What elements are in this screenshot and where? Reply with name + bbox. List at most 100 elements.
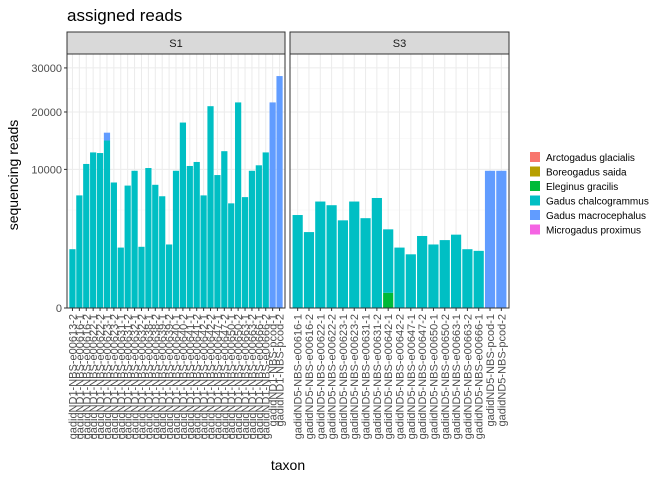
x-tick-label: gadidND1-NBS-e00650-2 — [233, 314, 245, 439]
bar-segment — [450, 234, 462, 308]
x-tick-label: gadidND1-NBS-e00663-2 — [247, 314, 259, 439]
bar-segment — [292, 215, 303, 308]
bar-segment — [152, 184, 159, 308]
bar-segment — [172, 170, 180, 308]
y-axis-title: sequencing reads — [5, 120, 21, 231]
legend-label: Eleginus gracilis — [546, 182, 618, 193]
x-tick-label: gadidND1-NBS-e00666-2 — [261, 314, 273, 439]
x-tick-label: gadidND1-NBS-e00616-2 — [81, 314, 93, 439]
bar-segment — [110, 182, 117, 308]
x-tick-label: gadidND1-NBS-e00647-2 — [219, 314, 231, 439]
bar-segment — [69, 249, 76, 308]
x-tick-label: gadidND5-NBS-e00663-2 — [462, 314, 474, 439]
legend-label: Boreogadus saida — [546, 168, 627, 179]
x-tick-label: gadidND1-NBS-e00622-2 — [95, 314, 107, 439]
bar-segment — [428, 244, 439, 308]
facet-panel: S1gadidND1-NBS-e00613-2gadidND1-NBS-e006… — [31, 31, 287, 439]
panels-group: S1gadidND1-NBS-e00613-2gadidND1-NBS-e006… — [31, 31, 510, 439]
bar-segment — [200, 195, 207, 308]
x-tick-label: gadidND5-NBS-e00642-2 — [395, 314, 407, 439]
bar-segment — [179, 122, 187, 308]
legend: Arctogadus glacialis Boreogadus saida Eleg… — [530, 152, 649, 237]
x-tick-label: gadidND1-NBS-e00623-2 — [109, 314, 121, 439]
bar-segment — [83, 163, 90, 308]
bar-segment — [235, 102, 242, 308]
x-tick-label: gadidND5-NBS-e00622-2 — [327, 314, 339, 439]
bar-segment — [228, 203, 235, 308]
y-tick-label: 0 — [56, 303, 62, 315]
bar-segment — [131, 170, 138, 308]
x-tick-label: gadidND1-NBS-e00613-2 — [67, 314, 79, 439]
x-tick-label: gadidND5-NBS-e00650-1 — [428, 314, 440, 439]
bar-segment — [462, 249, 473, 308]
x-tick-label: gadidND5-NBS-pcod-2 — [496, 314, 508, 427]
x-tick-label: gadidND1-NBS-e00666-1 — [254, 314, 266, 439]
bar-segment — [326, 205, 337, 308]
bar-segment — [214, 175, 221, 308]
bar-segment — [269, 102, 276, 308]
bar-segment — [496, 170, 507, 308]
bar-segment — [221, 151, 228, 308]
bar-segment — [248, 170, 256, 308]
facet-panel: S3 gadidND5-NBS-e00616-1 gadidND5-NBS-e006… — [289, 31, 510, 439]
y-tick-label: 30000 — [31, 63, 62, 75]
facet-strip-label: S3 — [393, 38, 406, 50]
bar-segment — [90, 152, 97, 308]
x-tick-label: gadidND1-NBS-pcod-1 — [268, 314, 280, 427]
bar-segment — [138, 246, 145, 308]
x-tick-label: gadidND1-NBS-e00641-1 — [185, 314, 197, 439]
bar-segment — [303, 232, 315, 308]
bar-segment — [96, 153, 104, 308]
bar-segment — [207, 106, 214, 308]
bar-segment — [371, 197, 382, 308]
bar-segment — [417, 235, 428, 308]
x-tick-label: gadidND1-NBS-e00641-2 — [192, 314, 204, 439]
bar-segment — [383, 292, 394, 308]
legend-swatch — [530, 210, 540, 220]
bar-segment — [360, 218, 371, 308]
x-tick-label: gadidND1-NBS-e00638-1 — [143, 314, 155, 439]
x-tick-label: gadidND1-NBS-e00647-1 — [212, 314, 224, 439]
x-tick-label: gadidND1-NBS-e00631-1 — [116, 314, 128, 439]
x-tick-label: gadidND1-NBS-e00623-1 — [102, 314, 114, 439]
bar-segment — [193, 161, 200, 308]
legend-swatch — [530, 181, 540, 191]
x-tick-label: gadidND5-NBS-e00663-1 — [451, 314, 463, 439]
bar-segment — [165, 244, 173, 308]
bar-segment — [337, 220, 349, 308]
x-tick-label: gadidND1-NBS-pcod-2 — [275, 314, 287, 427]
bar-segment — [241, 197, 249, 308]
bar-segment — [473, 250, 484, 308]
bar-segment — [186, 165, 193, 308]
x-tick-label: gadidND5-NBS-pcod-1 — [485, 314, 497, 427]
x-tick-label: gadidND5-NBS-e00631-1 — [361, 314, 373, 439]
x-tick-label: gadidND1-NBS-e00639-2 — [164, 314, 176, 439]
bar-segment — [145, 168, 152, 308]
x-tick-label: gadidND5-NBS-e00623-2 — [349, 314, 361, 439]
bar-segment — [117, 247, 124, 308]
bar-segment — [255, 165, 262, 308]
legend-swatch — [530, 152, 540, 162]
x-tick-label: gadidND5-NBS-e00647-1 — [406, 314, 418, 439]
x-tick-label: gadidND5-NBS-e00616-1 — [293, 314, 305, 439]
bar-segment — [103, 140, 111, 308]
legend-swatch — [530, 195, 540, 206]
legend-label: Microgadus proximus — [546, 226, 641, 237]
legend-label: Gadus chalcogrammus — [546, 197, 649, 208]
x-tick-label: gadidND5-NBS-e00642-1 — [383, 314, 395, 439]
x-tick-label: gadidND5-NBS-e00647-2 — [417, 314, 429, 439]
x-tick-label: gadidND1-NBS-e00663-1 — [240, 314, 252, 439]
x-tick-label: gadidND1-NBS-e00650-1 — [226, 314, 238, 439]
x-tick-label: gadidND1-NBS-e00642-2 — [206, 314, 218, 439]
bar-segment — [315, 201, 326, 308]
legend-swatch — [530, 224, 540, 235]
x-tick-label: gadidND1-NBS-e00640-1 — [171, 314, 183, 439]
legend-swatch — [530, 166, 540, 177]
legend-label: Gadus macrocephalus — [546, 211, 646, 222]
bar-segment — [383, 229, 394, 293]
chart-title: assigned reads — [67, 6, 182, 25]
x-axis-title: taxon — [271, 457, 305, 473]
x-tick-label: gadidND5-NBS-e00666-1 — [474, 314, 486, 439]
bar-segment — [103, 132, 111, 141]
bar-segment — [394, 247, 405, 308]
